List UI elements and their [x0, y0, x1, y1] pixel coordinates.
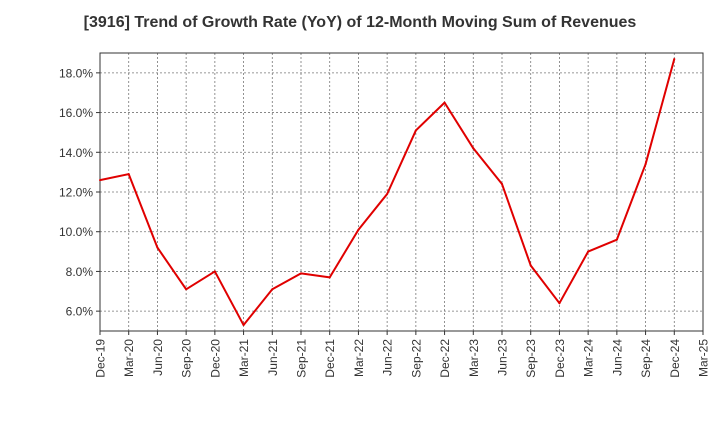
- y-tick-label: 12.0%: [59, 186, 93, 200]
- y-tick-label: 14.0%: [59, 146, 93, 160]
- x-tick-label: Dec-22: [438, 339, 452, 378]
- data-point: [213, 270, 216, 273]
- y-tick-label: 6.0%: [66, 305, 94, 319]
- data-point: [529, 264, 532, 267]
- x-tick-label: Dec-21: [323, 339, 337, 378]
- x-tick-label: Mar-20: [122, 339, 136, 377]
- x-tick-label: Jun-21: [266, 339, 280, 376]
- x-tick-label: Dec-20: [208, 339, 222, 378]
- x-tick-label: Jun-24: [610, 339, 624, 376]
- x-tick-label: Mar-25: [697, 339, 711, 377]
- x-tick-label: Mar-23: [467, 339, 481, 377]
- x-tick-label: Dec-23: [553, 339, 567, 378]
- data-point: [587, 250, 590, 253]
- data-point: [644, 163, 647, 166]
- x-tick-label: Sep-24: [639, 339, 653, 378]
- x-tick-label: Sep-23: [524, 339, 538, 378]
- x-tick-label: Jun-23: [496, 339, 510, 376]
- data-point: [156, 246, 159, 249]
- x-tick-label: Mar-24: [582, 339, 596, 377]
- data-point: [300, 272, 302, 275]
- x-tick-label: Dec-24: [668, 339, 682, 378]
- x-tick-label: Sep-20: [180, 339, 194, 378]
- data-point: [414, 129, 417, 132]
- x-tick-label: Sep-22: [409, 339, 423, 378]
- data-point: [501, 183, 503, 186]
- y-tick-label: 10.0%: [59, 225, 93, 239]
- data-point: [472, 147, 475, 150]
- x-tick-label: Sep-21: [295, 339, 309, 378]
- data-point: [443, 101, 446, 104]
- x-tick-label: Jun-22: [381, 339, 395, 376]
- y-tick-label: 16.0%: [59, 106, 93, 120]
- data-point: [386, 192, 389, 195]
- data-point: [673, 57, 676, 60]
- x-tick-label: Jun-20: [151, 339, 165, 376]
- data-point: [99, 179, 101, 182]
- chart-title: [3916] Trend of Growth Rate (YoY) of 12-…: [83, 14, 637, 31]
- plot-frame: [99, 52, 704, 332]
- data-point: [242, 324, 245, 327]
- data-point: [328, 276, 331, 279]
- y-tick-label: 8.0%: [66, 265, 94, 279]
- x-tick-label: Dec-19: [94, 339, 108, 378]
- data-point: [615, 238, 618, 241]
- x-tick-label: Mar-21: [237, 339, 251, 377]
- data-point: [127, 173, 130, 176]
- data-point: [357, 228, 360, 231]
- data-point: [558, 302, 561, 305]
- data-point: [271, 288, 274, 291]
- data-point: [185, 288, 188, 291]
- x-tick-label: Mar-22: [352, 339, 366, 377]
- y-tick-label: 18.0%: [59, 66, 93, 80]
